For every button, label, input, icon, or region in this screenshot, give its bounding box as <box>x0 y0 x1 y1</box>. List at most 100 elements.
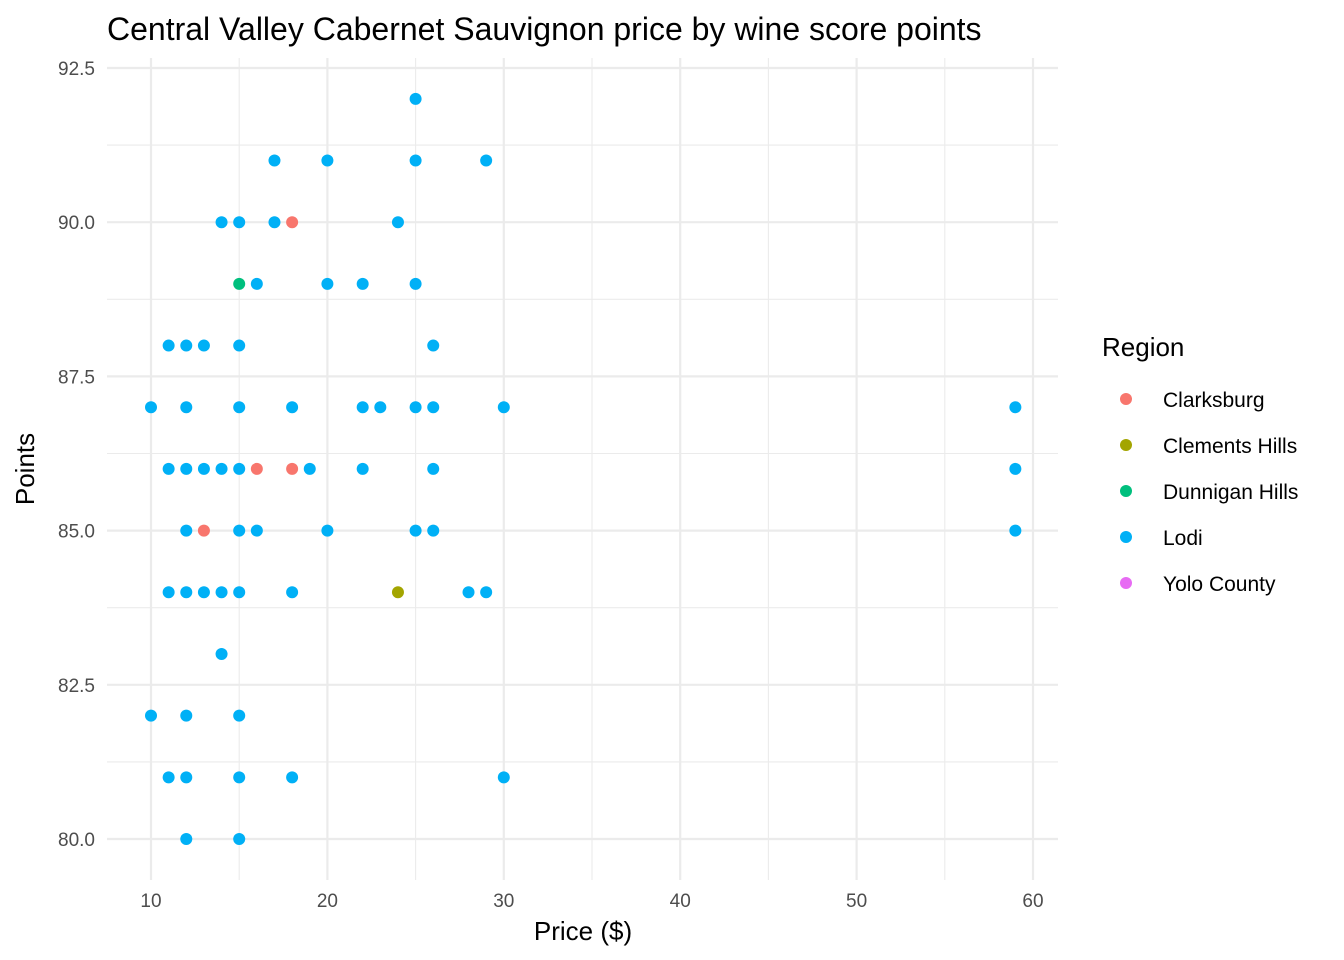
data-point <box>409 92 422 105</box>
data-point <box>462 586 475 599</box>
data-point <box>286 401 299 414</box>
data-point <box>233 833 246 845</box>
data-point <box>356 401 369 414</box>
data-point <box>180 339 193 352</box>
data-point <box>180 462 193 475</box>
x-axis-title: Price ($) <box>534 916 632 946</box>
data-point <box>321 277 334 290</box>
y-axis-ticks: 80.0 82.5 85.0 87.5 90.0 92.5 <box>58 59 95 851</box>
data-point <box>409 524 422 537</box>
data-point <box>427 339 440 352</box>
x-tick-label: 60 <box>1022 891 1043 912</box>
data-point <box>480 586 493 599</box>
legend-label: Yolo County <box>1163 573 1276 596</box>
x-tick-label: 40 <box>670 891 691 912</box>
series-lodi <box>145 92 1022 845</box>
legend-label: Dunnigan Hills <box>1163 481 1298 504</box>
data-point <box>215 647 228 660</box>
data-point <box>215 586 228 599</box>
x-axis-ticks: 10 20 30 40 50 60 <box>140 891 1043 912</box>
series-clarksburg <box>197 216 299 537</box>
data-point <box>250 277 263 290</box>
x-tick-label: 50 <box>846 891 867 912</box>
y-axis-title: Points <box>10 433 40 505</box>
data-point <box>268 154 281 167</box>
data-point <box>180 401 193 414</box>
x-tick-label: 20 <box>317 891 338 912</box>
series-clements-hills <box>391 586 404 599</box>
chart-title: Central Valley Cabernet Sauvignon price … <box>107 11 982 47</box>
data-point <box>303 462 316 475</box>
legend-key <box>1120 531 1132 543</box>
data-point <box>286 216 299 229</box>
data-point <box>162 339 175 352</box>
data-point <box>233 216 246 229</box>
data-point <box>197 339 210 352</box>
data-point <box>391 586 404 599</box>
y-tick-label: 85.0 <box>58 522 95 543</box>
data-point <box>233 462 246 475</box>
data-point <box>497 771 510 784</box>
data-point <box>321 154 334 167</box>
data-point <box>409 154 422 167</box>
legend-label: Clements Hills <box>1163 435 1297 458</box>
legend-title: Region <box>1102 332 1184 362</box>
legend: Region Clarksburg Clements Hills Dunnigan … <box>1102 332 1298 596</box>
data-point <box>233 771 246 784</box>
data-point <box>268 216 281 229</box>
y-tick-label: 90.0 <box>58 213 95 234</box>
data-point <box>250 462 263 475</box>
data-point <box>233 709 246 722</box>
data-point <box>497 401 510 414</box>
data-points <box>145 92 1022 845</box>
data-point <box>233 524 246 537</box>
legend-key <box>1120 393 1132 405</box>
data-point <box>233 277 246 290</box>
plot-grid <box>107 58 1058 880</box>
x-tick-label: 30 <box>493 891 514 912</box>
data-point <box>1009 462 1022 475</box>
data-point <box>356 277 369 290</box>
data-point <box>162 462 175 475</box>
data-point <box>197 462 210 475</box>
data-point <box>180 771 193 784</box>
data-point <box>286 771 299 784</box>
data-point <box>427 401 440 414</box>
data-point <box>180 586 193 599</box>
data-point <box>427 524 440 537</box>
data-point <box>145 401 157 414</box>
data-point <box>233 401 246 414</box>
series-dunnigan-hills <box>233 277 246 290</box>
data-point <box>162 771 175 784</box>
data-point <box>356 462 369 475</box>
data-point <box>215 462 228 475</box>
data-point <box>162 586 175 599</box>
y-tick-label: 82.5 <box>58 676 95 697</box>
data-point <box>374 401 387 414</box>
data-point <box>197 586 210 599</box>
data-point <box>233 339 246 352</box>
data-point <box>480 154 493 167</box>
data-point <box>427 462 440 475</box>
data-point <box>180 709 193 722</box>
legend-label: Lodi <box>1163 527 1203 550</box>
data-point <box>180 524 193 537</box>
data-point <box>409 401 422 414</box>
legend-label: Clarksburg <box>1163 389 1265 412</box>
y-tick-label: 92.5 <box>58 59 95 80</box>
data-point <box>286 462 299 475</box>
x-tick-label: 10 <box>140 891 161 912</box>
data-point <box>321 524 334 537</box>
data-point <box>391 216 404 229</box>
legend-key <box>1120 439 1132 451</box>
data-point <box>215 216 228 229</box>
data-point <box>145 709 157 722</box>
data-point <box>180 833 193 845</box>
data-point <box>197 524 210 537</box>
y-tick-label: 87.5 <box>58 367 95 388</box>
data-point <box>233 586 246 599</box>
y-tick-label: 80.0 <box>58 830 95 851</box>
data-point <box>286 586 299 599</box>
legend-key <box>1120 485 1132 497</box>
